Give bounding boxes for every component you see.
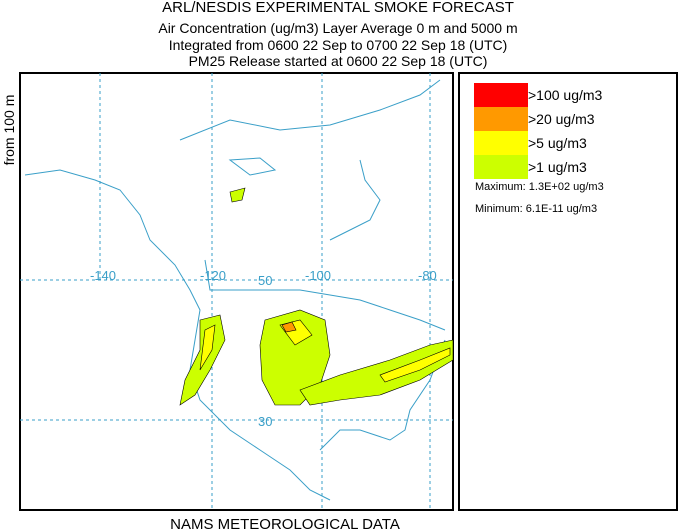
graticule: -140 -120 -100 -80 50 30 bbox=[20, 73, 453, 510]
coastlines bbox=[24, 79, 446, 501]
legend-entries: >100 ug/m3 >20 ug/m3 >5 ug/m3 >1 ug/m3 bbox=[474, 83, 603, 179]
footer: NAMS METEOROLOGICAL DATA bbox=[170, 516, 400, 532]
graticule-label: -100 bbox=[305, 268, 331, 283]
subtitle: Air Concentration (ug/m3) Layer Average … bbox=[158, 20, 517, 36]
map: -140 -120 -100 -80 50 30 bbox=[19, 72, 454, 511]
graticule-label: -120 bbox=[200, 268, 226, 283]
graticule-label: -140 bbox=[90, 268, 116, 283]
subtitle: Integrated from 0600 22 Sep to 0700 22 S… bbox=[169, 37, 508, 53]
legend-swatch bbox=[474, 107, 528, 131]
graticule-label: -80 bbox=[418, 268, 437, 283]
header: ARL/NESDIS EXPERIMENTAL SMOKE FORECAST A… bbox=[158, 0, 517, 69]
legend-label: >20 ug/m3 bbox=[528, 111, 595, 127]
subtitle: PM25 Release started at 0600 22 Sep 18 (… bbox=[189, 53, 488, 69]
legend-label: >100 ug/m3 bbox=[528, 87, 603, 103]
graticule-label: 30 bbox=[258, 414, 272, 429]
graticule-label: 50 bbox=[258, 273, 272, 288]
smoke bbox=[179, 187, 454, 406]
map-frame bbox=[19, 72, 454, 511]
legend-label: >5 ug/m3 bbox=[528, 135, 587, 151]
legend-label: >1 ug/m3 bbox=[528, 159, 587, 175]
legend-minimum: Minimum: 6.1E-11 ug/m3 bbox=[475, 203, 597, 215]
legend-swatch bbox=[474, 83, 528, 107]
legend-swatch bbox=[474, 155, 528, 179]
legend-swatch bbox=[474, 131, 528, 155]
side-label: from 100 m bbox=[1, 95, 17, 166]
legend: >100 ug/m3 >20 ug/m3 >5 ug/m3 >1 ug/m3 Maxi… bbox=[458, 72, 678, 511]
legend-maximum: Maximum: 1.3E+02 ug/m3 bbox=[475, 181, 604, 193]
title: ARL/NESDIS EXPERIMENTAL SMOKE FORECAST bbox=[162, 0, 514, 16]
